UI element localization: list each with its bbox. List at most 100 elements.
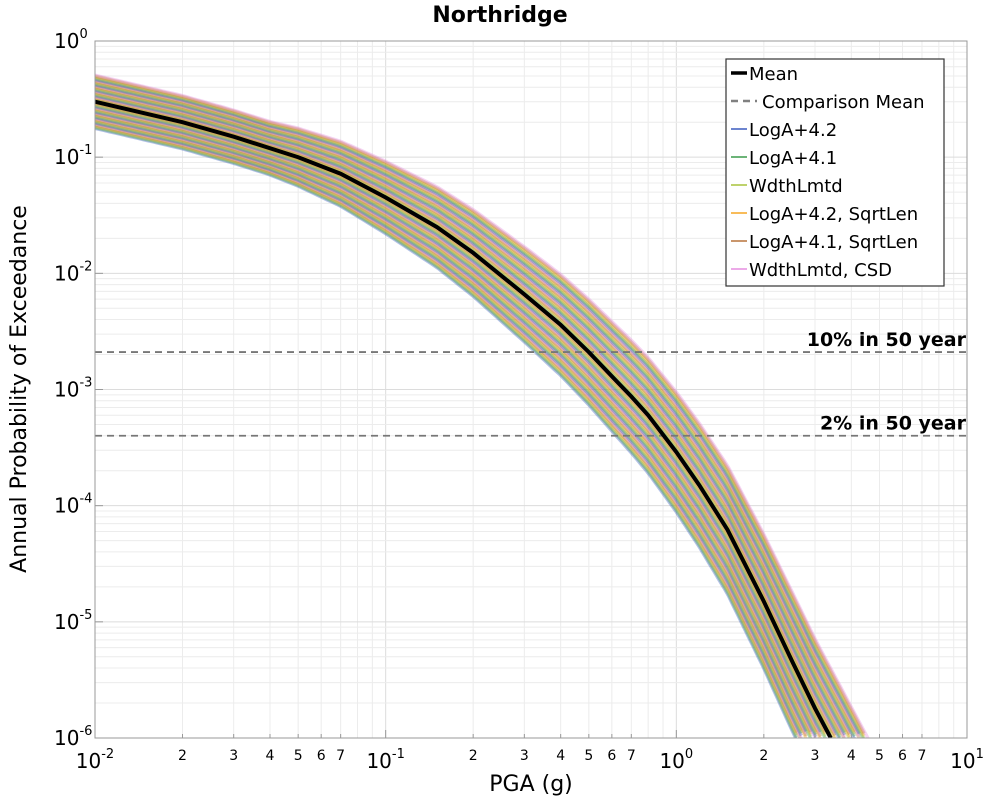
ensemble-curve (95, 78, 861, 737)
x-minor-tick-label: 6 (898, 748, 907, 764)
x-minor-tick-label: 6 (317, 748, 326, 764)
x-minor-tick-label: 7 (336, 748, 345, 764)
x-minor-tick-label: 7 (918, 748, 927, 764)
ensemble-curve (95, 125, 798, 736)
legend-label: LogA+4.2, SqrtLen (749, 204, 918, 225)
reference-line-label: 10% in 50 year (807, 329, 967, 351)
ensemble-curve (95, 87, 851, 738)
legend-label: LogA+4.1, SqrtLen (749, 232, 918, 253)
ensemble-curve (95, 76, 866, 738)
ensemble-curve (95, 77, 865, 738)
ensemble-curve (95, 89, 847, 738)
ensemble-curve (95, 78, 861, 735)
ensemble-curve (95, 91, 842, 734)
ensemble-curve (95, 84, 852, 733)
ensemble-curve (95, 114, 813, 738)
y-axis-label: Annual Probability of Exceedance (7, 205, 32, 573)
ensemble-curve (95, 117, 808, 737)
y-tick-label: 10-4 (54, 492, 92, 518)
ensemble-curve (95, 97, 837, 738)
ensemble-curve (95, 93, 842, 738)
ensemble-curve (95, 116, 808, 732)
ensemble-curve (95, 112, 813, 733)
ensemble-curve (95, 82, 856, 738)
ensemble-curve (95, 73, 870, 738)
grid (94, 41, 967, 739)
ensemble-curve (95, 92, 842, 736)
ensemble-curve (95, 116, 808, 735)
x-minor-tick-label: 2 (759, 748, 768, 764)
ensemble-curve (95, 124, 798, 734)
reference-line-label: 2% in 50 year (820, 413, 967, 435)
ensemble-curve (95, 103, 827, 737)
x-minor-tick-label: 7 (627, 748, 636, 764)
legend-label: WdthLmtd (749, 176, 843, 197)
x-minor-tick-label: 6 (607, 748, 616, 764)
ensemble-curve (95, 111, 817, 738)
x-minor-tick-label: 2 (469, 748, 478, 764)
ensemble-curves (95, 73, 870, 738)
ensemble-curve (95, 97, 836, 738)
ensemble-curve (95, 95, 837, 734)
ensemble-curve (95, 123, 802, 738)
y-tick-label: 10-2 (54, 259, 92, 285)
ensemble-curve (95, 85, 852, 736)
x-minor-tick-label: 4 (556, 748, 565, 764)
legend-label: WdthLmtd, CSD (749, 260, 892, 281)
ensemble-curve (95, 79, 861, 738)
ensemble-curve (95, 115, 813, 738)
x-minor-tick-label: 3 (811, 748, 820, 764)
ensemble-curve (95, 75, 866, 737)
x-minor-tick-label: 2 (178, 748, 187, 764)
x-minor-tick-label: 4 (847, 748, 856, 764)
ensemble-curve (95, 107, 822, 738)
y-tick-label: 10-6 (54, 724, 92, 750)
ensemble-curve (95, 101, 827, 733)
legend-label: LogA+4.2 (749, 120, 837, 141)
y-tick-label: 10-3 (54, 376, 92, 402)
ensemble-curve (95, 104, 827, 738)
x-minor-tick-label: 3 (520, 748, 529, 764)
ensemble-curve (95, 110, 818, 738)
y-tick-label: 10-1 (54, 143, 92, 169)
ensemble-curve (95, 81, 856, 735)
y-tick-label: 10-5 (54, 608, 92, 634)
ensemble-curve (95, 96, 837, 737)
ensemble-curve (95, 113, 813, 735)
ensemble-curve (95, 83, 856, 738)
ensemble-curve (95, 122, 803, 738)
x-minor-tick-label: 3 (229, 748, 238, 764)
y-tick-label: 100 (54, 27, 88, 53)
x-minor-tick-label: 5 (875, 748, 884, 764)
ensemble-curve (95, 87, 847, 734)
ensemble-curve (95, 121, 803, 737)
x-minor-tick-label: 4 (266, 748, 275, 764)
x-axis-label: PGA (g) (489, 772, 573, 797)
x-tick-label: 10-1 (366, 747, 404, 773)
mean-series (95, 99, 833, 738)
ensemble-curve (95, 74, 866, 734)
ensemble-curve (95, 98, 832, 735)
ensemble-curve (95, 94, 841, 738)
ensemble-curve (95, 106, 823, 735)
legend-box (725, 58, 945, 287)
ensemble-curve (95, 118, 808, 738)
ensemble-curve (95, 106, 823, 738)
ensemble-curve (95, 102, 827, 735)
x-minor-tick-label: 5 (294, 748, 303, 764)
x-tick-label: 100 (659, 747, 693, 773)
ensemble-curve (95, 86, 852, 738)
chart-title: Northridge (432, 3, 567, 28)
ensemble-curve (95, 109, 818, 736)
legend-label: LogA+4.1 (749, 148, 837, 169)
ensemble-curve (95, 100, 832, 738)
reference-lines: 10% in 50 year 2% in 50 year (95, 329, 967, 437)
x-minor-tick-label: 5 (584, 748, 593, 764)
x-tick-label: 10-2 (76, 747, 114, 773)
ensemble-curve (95, 108, 818, 733)
ensemble-curve (95, 126, 798, 738)
ensemble-curve (95, 99, 832, 737)
